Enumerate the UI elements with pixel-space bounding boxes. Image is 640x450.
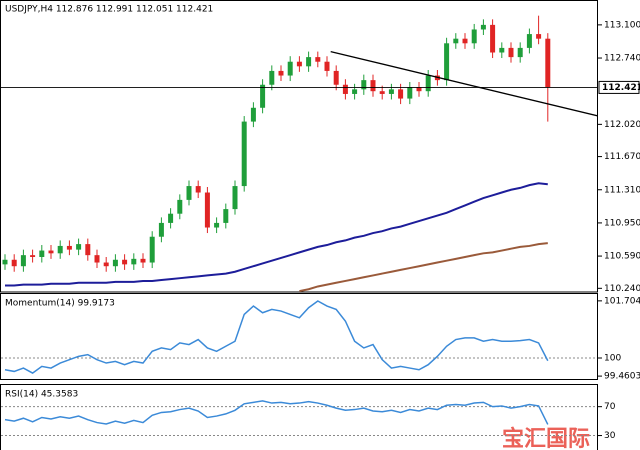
- momentum-panel: [0, 293, 598, 380]
- candle-body: [223, 209, 229, 223]
- candle-body: [398, 89, 404, 99]
- candle-body: [306, 57, 312, 67]
- y-tick-label: 111.670: [604, 152, 640, 162]
- candle-body: [480, 24, 486, 30]
- candle-body: [158, 222, 164, 237]
- candle-body: [342, 84, 348, 94]
- candle-body: [112, 259, 118, 267]
- line-series: [4, 400, 549, 425]
- candle-body: [499, 47, 505, 53]
- candle-body: [278, 70, 284, 76]
- candle-body: [453, 38, 459, 44]
- rsi-panel: [0, 384, 598, 450]
- plot-area: [2, 15, 598, 292]
- y-tick-label: 112.740: [604, 54, 640, 64]
- y-tick-label: 100: [604, 354, 621, 364]
- plot-area: [1, 400, 597, 437]
- candle-body: [416, 87, 422, 92]
- candle-body: [48, 250, 54, 254]
- main-panel: [0, 0, 598, 293]
- candle-body: [11, 259, 17, 267]
- indicator-title: RSI(14) 45.3583: [5, 390, 78, 400]
- candle-body: [260, 84, 266, 108]
- candle-body: [214, 222, 220, 228]
- candle-body: [30, 255, 36, 257]
- candle-body: [490, 24, 496, 53]
- y-tick-label: 99.4603: [604, 372, 640, 382]
- price-box: [598, 80, 640, 94]
- candle-body: [66, 245, 72, 250]
- candle-body: [76, 244, 82, 250]
- candle-body: [425, 75, 431, 92]
- candle-body: [379, 91, 385, 94]
- line-series: [299, 242, 548, 292]
- candle-body: [195, 186, 201, 193]
- candle-body: [140, 258, 146, 263]
- candle-body: [39, 250, 45, 257]
- candle-body: [85, 244, 91, 256]
- candle-body: [361, 80, 367, 90]
- candle-body: [526, 34, 532, 48]
- candle-body: [545, 38, 551, 88]
- y-tick-label: 30: [604, 431, 616, 441]
- candle-body: [352, 89, 358, 94]
- y-tick-label: 70: [604, 402, 616, 412]
- line-series: [5, 182, 548, 287]
- y-tick-label: 110.590: [604, 252, 640, 262]
- candle-body: [94, 255, 100, 263]
- candle-body: [57, 245, 63, 254]
- candle-body: [517, 47, 523, 58]
- candle-body: [250, 107, 256, 122]
- y-tick-label: 101.7044: [604, 296, 640, 306]
- candle-body: [315, 57, 321, 62]
- candle-body: [471, 29, 477, 44]
- candle-body: [444, 43, 450, 81]
- y-tick-label: 111.310: [604, 185, 640, 195]
- watermark: 宝汇国际: [502, 426, 590, 450]
- indicator-title: Momentum(14) 99.9173: [5, 299, 115, 309]
- candle-body: [287, 61, 293, 76]
- candle-body: [186, 186, 192, 200]
- indicator-title: USDJPY,H4 112.876 112.991 112.051 112.42…: [5, 5, 213, 15]
- candle-body: [232, 186, 238, 210]
- candle-body: [168, 213, 174, 223]
- candle-body: [122, 259, 128, 265]
- y-tick-label: 112.020: [604, 120, 640, 130]
- candle-body: [462, 38, 468, 44]
- candle-body: [269, 70, 275, 85]
- line-series: [4, 300, 549, 374]
- candle-body: [536, 34, 542, 39]
- price-label: 112.421: [602, 83, 640, 93]
- candle-body: [407, 87, 413, 99]
- trendline: [330, 50, 598, 117]
- candle-body: [2, 259, 8, 265]
- candle-body: [388, 89, 394, 94]
- candle-body: [296, 61, 302, 67]
- plot-area: [1, 300, 597, 374]
- candle-body: [370, 80, 376, 92]
- y-tick-label: 110.950: [604, 218, 640, 228]
- candle-body: [508, 47, 514, 58]
- candle-body: [131, 258, 137, 265]
- candle-body: [204, 192, 210, 228]
- y-tick-label: 113.100: [604, 20, 640, 30]
- y-tick-label: 110.240: [604, 284, 640, 294]
- candle-body: [103, 262, 109, 267]
- candle-body: [241, 121, 247, 187]
- candle-body: [177, 199, 183, 214]
- candle-body: [333, 70, 339, 85]
- candle-body: [149, 236, 155, 263]
- candle-body: [324, 61, 330, 71]
- candle-body: [20, 255, 26, 267]
